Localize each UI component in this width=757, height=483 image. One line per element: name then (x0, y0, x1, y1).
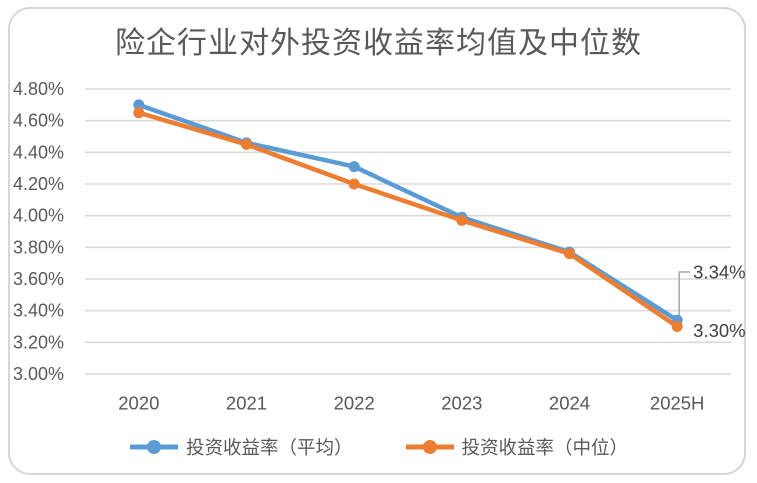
x-tick-label: 2025H (650, 393, 705, 414)
data-label: 3.34% (693, 262, 745, 283)
data-point-marker (133, 107, 145, 119)
x-tick-label: 2023 (441, 393, 482, 414)
leader-line (678, 271, 691, 316)
data-point-marker (133, 99, 145, 111)
line-marker-icon (405, 438, 455, 456)
x-tick-label: 2020 (118, 393, 159, 414)
y-tick-label: 4.00% (13, 206, 64, 226)
y-tick-label: 4.40% (13, 142, 64, 162)
legend-item-median: 投资收益率（中位） (405, 434, 629, 460)
chart-card (8, 7, 746, 475)
y-tick-label: 3.20% (13, 332, 64, 352)
data-point-marker (456, 214, 468, 226)
data-point-marker (564, 248, 575, 260)
x-tick-label: 2021 (226, 393, 267, 414)
y-tick-label: 4.60% (13, 111, 64, 131)
data-label: 3.30% (693, 320, 745, 341)
legend-label-median: 投资收益率（中位） (461, 437, 629, 458)
legend-item-average: 投资收益率（平均） (129, 434, 353, 460)
data-point-marker (348, 178, 360, 190)
line-marker-icon (129, 438, 179, 456)
chart-legend: 投资收益率（平均） 投资收益率（中位） (0, 434, 757, 460)
y-tick-label: 3.00% (13, 364, 64, 384)
chart-title: 险企行业对外投资收益率均值及中位数 (115, 27, 642, 60)
y-tick-label: 3.40% (13, 301, 64, 321)
y-tick-label: 3.60% (13, 269, 64, 289)
x-tick-label: 2024 (549, 393, 590, 414)
series-line (136, 110, 680, 329)
y-tick-label: 4.80% (13, 79, 64, 99)
data-point-marker (671, 321, 683, 332)
y-tick-label: 4.20% (13, 174, 64, 194)
data-point-marker (241, 138, 252, 150)
legend-label-average: 投资收益率（平均） (185, 437, 353, 458)
data-point-marker (348, 161, 360, 173)
x-tick-label: 2022 (334, 393, 375, 414)
y-tick-label: 3.80% (13, 237, 64, 257)
